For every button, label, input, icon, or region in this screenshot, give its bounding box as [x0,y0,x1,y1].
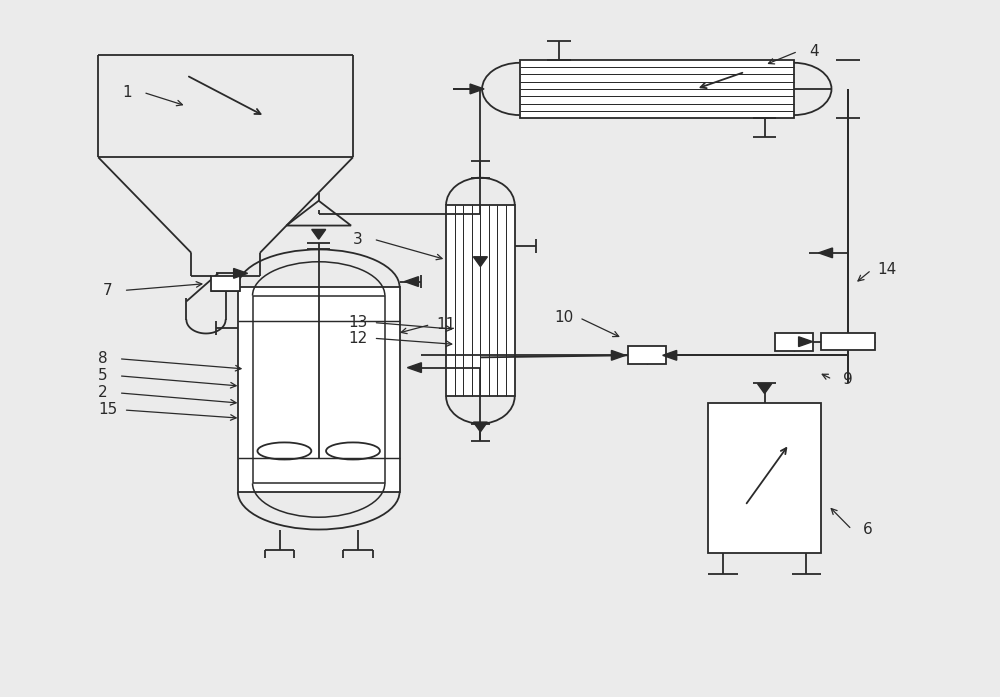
Text: 9: 9 [843,372,853,387]
Text: 2: 2 [98,385,108,400]
Text: 6: 6 [863,522,872,537]
Polygon shape [234,268,248,278]
Polygon shape [404,277,418,286]
Polygon shape [473,422,487,432]
Bar [253,296,385,484]
Bar [520,60,794,118]
Polygon shape [799,337,813,346]
Text: 7: 7 [103,283,113,298]
Bar [211,276,240,291]
Polygon shape [758,384,772,394]
Polygon shape [312,229,326,239]
Polygon shape [407,362,421,372]
Text: 15: 15 [98,402,118,418]
Text: 13: 13 [348,315,368,330]
Polygon shape [663,351,677,360]
Text: 4: 4 [809,44,818,59]
Bar [238,287,400,492]
Bar [775,332,813,351]
Polygon shape [818,248,833,258]
Text: 12: 12 [348,331,368,346]
Text: 1: 1 [123,85,132,100]
Bar [446,205,515,397]
Bar [628,346,666,365]
Text: 8: 8 [98,351,108,366]
Polygon shape [470,84,484,94]
Text: 3: 3 [353,231,363,247]
Bar [821,333,875,350]
Text: 10: 10 [554,310,573,325]
Polygon shape [611,351,625,360]
Text: 11: 11 [436,317,456,332]
Polygon shape [473,256,487,266]
Bar [708,403,821,553]
Text: 14: 14 [877,263,897,277]
Text: 5: 5 [98,368,108,383]
